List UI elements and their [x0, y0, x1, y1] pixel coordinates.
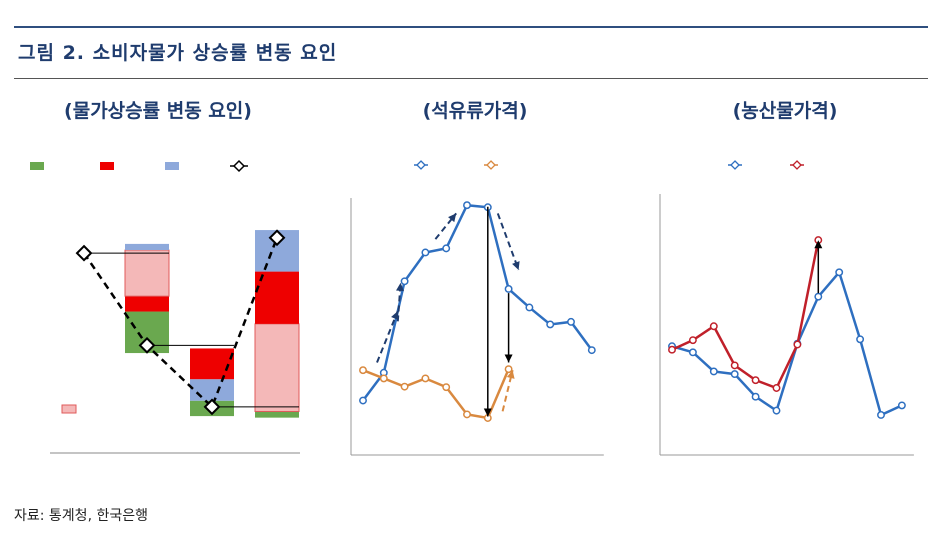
change-arrow-head	[504, 354, 513, 363]
cpi-point	[75, 244, 93, 262]
cpi-line	[82, 237, 279, 410]
bar-segment	[124, 249, 170, 297]
bar-segment	[125, 243, 169, 251]
data-point	[730, 370, 739, 379]
data-point	[814, 292, 823, 301]
data-point	[709, 367, 718, 376]
inner-legend-swatch	[61, 404, 77, 414]
data-point	[835, 268, 844, 277]
trend-arrow-head	[391, 311, 399, 320]
data-point	[359, 396, 367, 405]
bar-segment	[255, 271, 299, 324]
panel-title-oil: (석유류가격)	[422, 100, 528, 122]
data-point	[856, 335, 865, 344]
data-point	[709, 322, 718, 331]
data-point	[504, 365, 513, 374]
data-point	[359, 366, 367, 375]
data-point	[688, 336, 697, 345]
data-point	[463, 201, 471, 210]
trend-arrow-head	[448, 213, 457, 223]
data-point	[772, 406, 781, 415]
bar-segment	[125, 296, 169, 312]
figure-title: 그림 2. 소비자물가 상승률 변동 요인	[18, 42, 338, 64]
data-point	[751, 376, 760, 385]
change-arrow-head	[483, 408, 492, 417]
series-line	[671, 269, 903, 417]
data-point	[442, 244, 451, 253]
data-point	[421, 248, 430, 257]
data-point	[463, 410, 471, 419]
trend-arrow	[434, 212, 457, 240]
data-point	[567, 317, 575, 326]
data-point	[546, 320, 555, 329]
bar-segment	[190, 348, 234, 380]
title-rule	[14, 26, 928, 28]
trend-arrow-head	[396, 282, 405, 292]
legend-marker	[416, 160, 426, 170]
data-point	[400, 382, 409, 391]
trend-arrow	[496, 213, 520, 271]
data-point	[751, 392, 760, 401]
legend-swatch-1	[100, 162, 114, 170]
data-point	[877, 411, 885, 419]
data-point	[793, 340, 802, 349]
legend-marker	[730, 160, 740, 170]
cpi-point	[138, 336, 156, 354]
legend-swatch-0	[30, 162, 44, 170]
data-point	[442, 383, 451, 392]
data-point	[668, 345, 676, 354]
data-point	[421, 374, 430, 383]
bar-segment	[255, 411, 299, 418]
data-point	[688, 348, 697, 357]
data-point	[772, 384, 781, 392]
data-point	[897, 401, 906, 410]
data-point	[587, 346, 596, 355]
cpi-point	[203, 398, 221, 416]
series-line	[671, 239, 820, 390]
trend-arrow-head	[512, 261, 520, 270]
panel-title-factors: (물가상승률 변동 요인)	[64, 100, 252, 122]
data-point	[400, 277, 409, 286]
title-divider	[14, 78, 928, 79]
cpi-point	[268, 229, 286, 247]
legend-marker-cpi	[232, 159, 246, 173]
legend-marker	[792, 160, 802, 170]
source-note: 자료: 통계청, 한국은행	[14, 508, 148, 524]
data-point	[379, 374, 388, 383]
change-arrow-head	[814, 240, 823, 249]
legend-marker	[486, 160, 496, 170]
data-point	[525, 303, 534, 312]
data-point	[504, 285, 513, 293]
bar-segment	[254, 323, 300, 412]
panel-title-agri: (농산물가격)	[732, 100, 838, 122]
legend-swatch-2	[165, 162, 179, 170]
data-point	[730, 361, 739, 370]
trend-arrow-2023-head	[506, 370, 515, 379]
